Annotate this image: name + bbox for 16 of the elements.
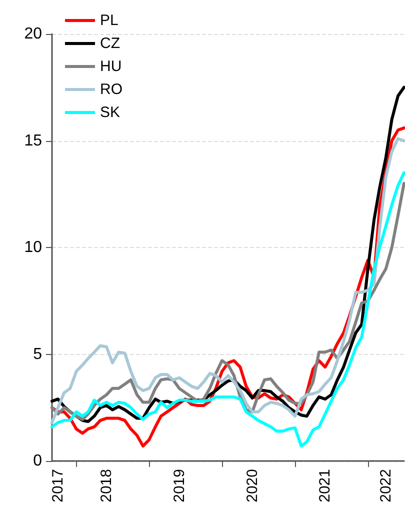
x-tick-label: 2022 bbox=[377, 469, 394, 502]
y-tick-label: 0 bbox=[33, 452, 42, 470]
x-tick-label: 2017 bbox=[49, 469, 66, 502]
x-tick-label: 2021 bbox=[316, 469, 334, 502]
legend-label: PL bbox=[100, 12, 118, 29]
y-tick-label: 20 bbox=[24, 26, 42, 42]
y-tick-label: 15 bbox=[24, 132, 42, 150]
legend-label: CZ bbox=[100, 35, 120, 52]
legend-label: HU bbox=[100, 58, 122, 75]
x-tick-label: 2020 bbox=[244, 469, 261, 502]
y-tick-label: 10 bbox=[24, 239, 42, 256]
legend-label: SK bbox=[100, 104, 120, 121]
x-tick-label: 2018 bbox=[98, 469, 115, 502]
legend-label: RO bbox=[100, 81, 122, 98]
x-tick-label: 2019 bbox=[170, 469, 188, 502]
y-tick-label: 5 bbox=[33, 346, 42, 363]
